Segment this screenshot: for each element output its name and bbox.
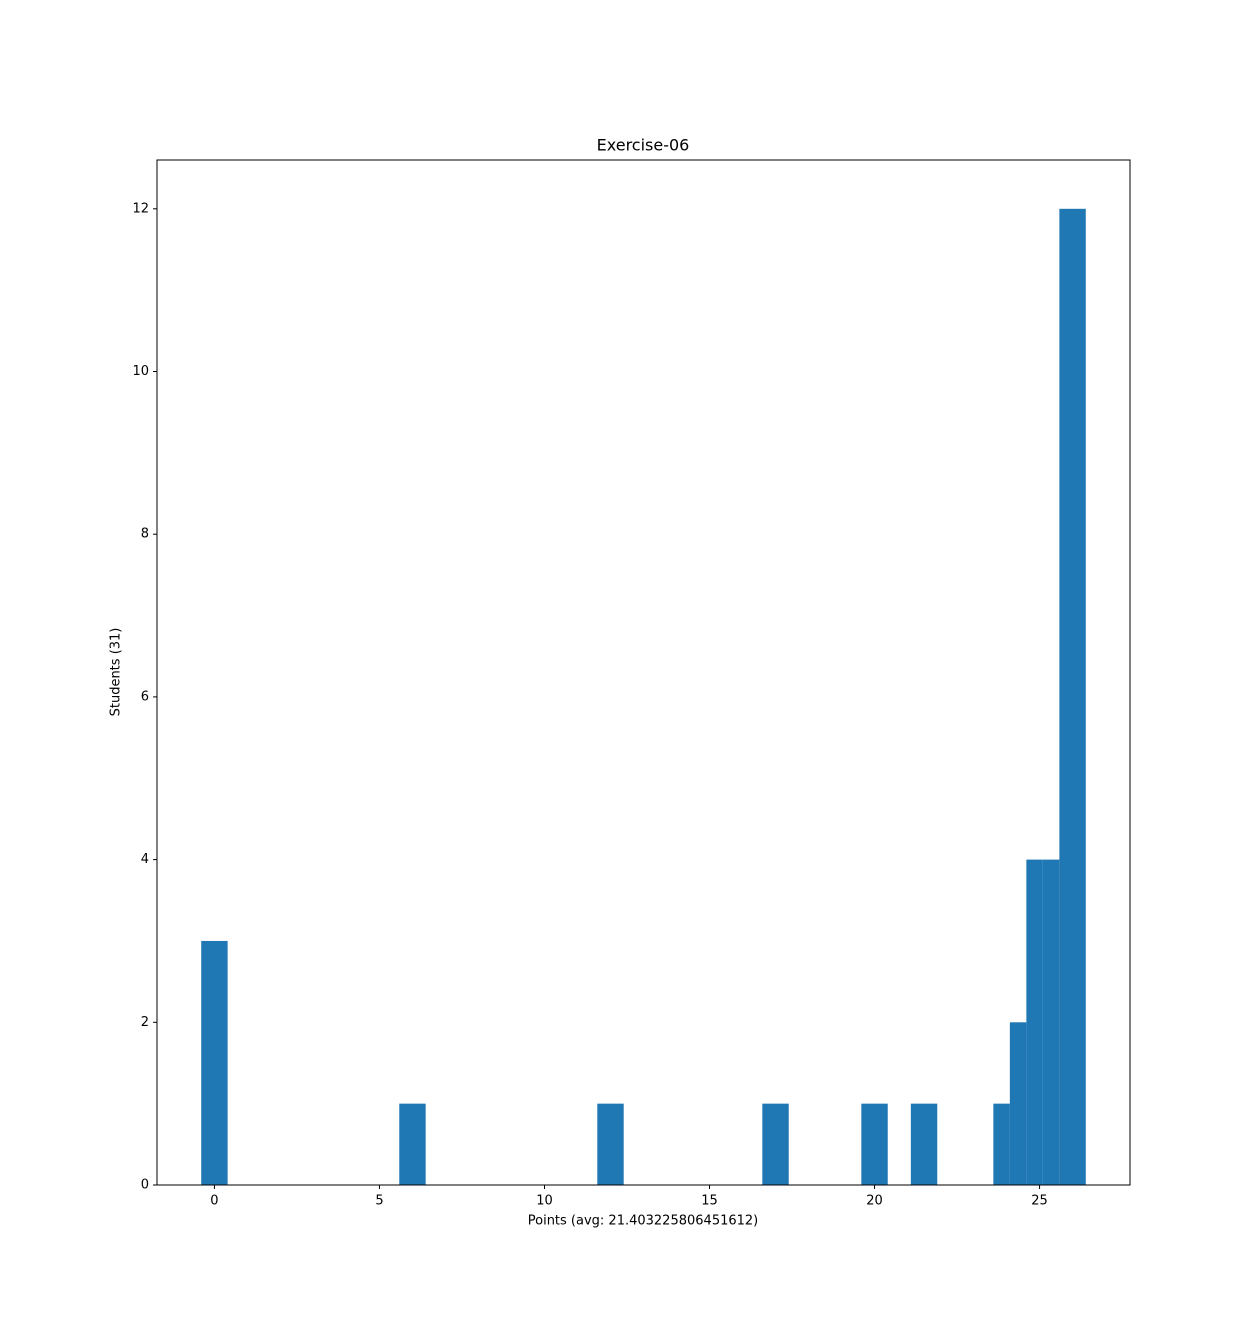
x-tick-label: 0 (210, 1194, 218, 1209)
x-tick-label: 10 (536, 1194, 553, 1209)
chart-title: Exercise-06 (597, 136, 690, 155)
x-tick-label: 20 (866, 1194, 883, 1209)
x-tick-label: 15 (701, 1194, 718, 1209)
y-tick-label: 0 (141, 1178, 149, 1193)
y-tick-label: 8 (141, 527, 149, 542)
bar (1009, 1022, 1027, 1185)
y-axis-label: Students (31) (109, 628, 124, 717)
y-tick-label: 4 (141, 852, 149, 867)
bar (597, 1103, 624, 1185)
y-tick-label: 10 (132, 364, 149, 379)
y-tick-label: 12 (132, 201, 149, 216)
bar (762, 1103, 789, 1185)
bar (399, 1103, 426, 1185)
bar (1042, 859, 1060, 1185)
x-axis-label: Points (avg: 21.403225806451612) (528, 1214, 759, 1229)
x-tick-label: 5 (375, 1194, 383, 1209)
bar (993, 1103, 1010, 1185)
bar (861, 1103, 888, 1185)
bar (1026, 859, 1043, 1185)
x-tick-label: 25 (1031, 1194, 1048, 1209)
y-tick-label: 2 (141, 1015, 149, 1030)
y-tick-label: 6 (141, 689, 149, 704)
plot-frame (156, 159, 1131, 1186)
bar (1059, 208, 1086, 1186)
bar (910, 1103, 938, 1185)
bar (201, 940, 228, 1185)
